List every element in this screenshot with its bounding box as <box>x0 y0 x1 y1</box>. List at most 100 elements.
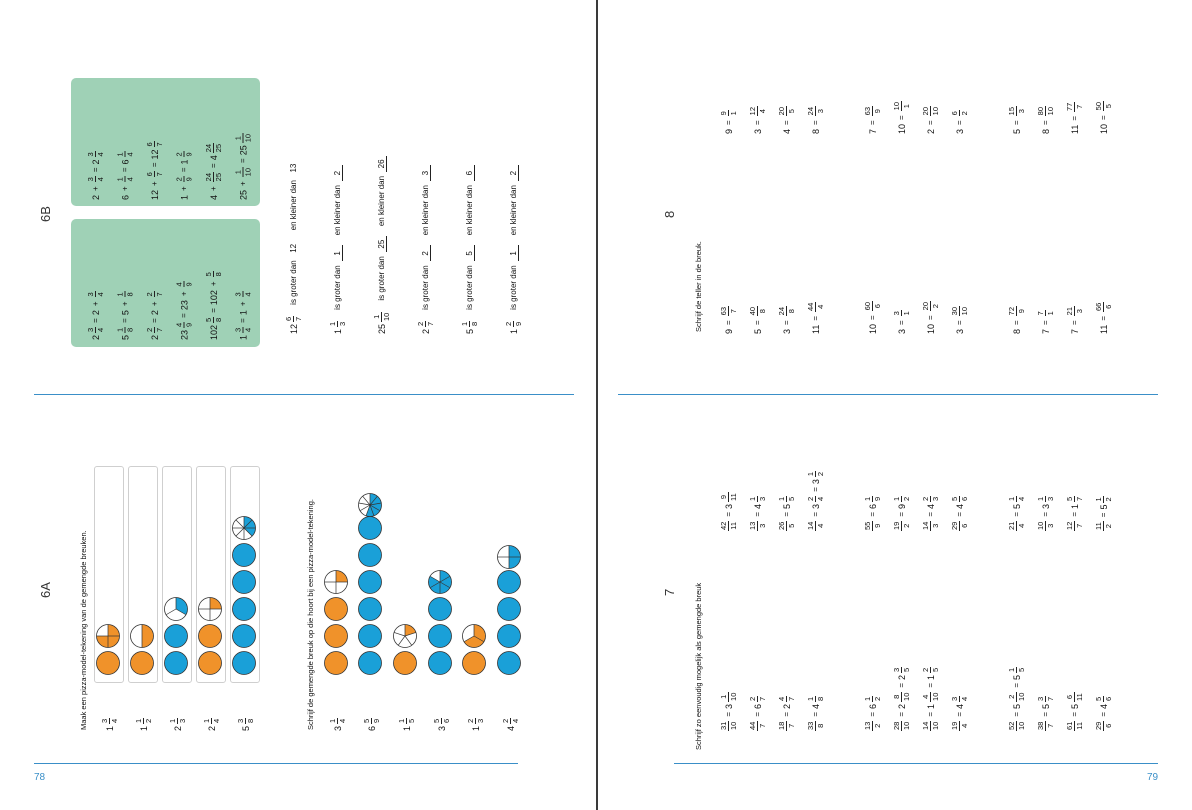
denominator: 9 <box>184 152 194 157</box>
conversion-line: 18 7 = 2 4 7 <box>777 695 796 732</box>
answer-lower: 1 <box>508 245 519 262</box>
pizza-circle <box>358 651 382 675</box>
fraction: 2 10 <box>1007 691 1026 702</box>
whole-number: 12 <box>288 323 299 334</box>
numerator: 6 <box>950 110 960 117</box>
numerator: 42 <box>719 520 729 531</box>
denominator: 10 <box>243 167 253 177</box>
numerator: 2 <box>921 495 931 502</box>
whole-number: 5 <box>781 503 792 509</box>
denominator: 1 <box>729 111 738 116</box>
numerator: 14 <box>921 720 931 731</box>
denominator: 5 <box>787 109 796 114</box>
numerator-line: 10 = 10 1 <box>892 100 911 134</box>
numerator: 5 <box>204 271 214 278</box>
numerator: 29 <box>950 520 960 531</box>
label-kleiner: en kleiner dan <box>509 185 518 236</box>
denominator: 1 <box>1046 311 1055 316</box>
numerator-line: 11 = 77 7 <box>1065 101 1084 134</box>
numerator-line: 11 = 66 6 <box>1094 301 1113 334</box>
numerator: 3 <box>86 151 96 158</box>
pizza-circle <box>358 624 382 648</box>
fraction: 12 4 <box>748 105 767 117</box>
whole-number: 4 <box>505 725 516 731</box>
whole-number: 4 <box>954 503 965 509</box>
whole-number: 6 <box>366 725 377 731</box>
numerator: 1 <box>863 495 873 502</box>
denominator: 10 <box>729 692 738 701</box>
operator: = <box>926 511 935 517</box>
pizza-circle <box>232 651 256 675</box>
fraction: 30 10 <box>950 305 969 317</box>
whole-number: 3 <box>810 503 821 509</box>
comparison-line: 12 6 7 is groter dan 12 en kleiner dan 13 <box>284 156 303 334</box>
denominator: 4 <box>125 177 135 182</box>
whole-number: 5 <box>1011 503 1022 509</box>
whole-number: 2 <box>896 674 907 680</box>
whole-number: 4 <box>208 194 219 200</box>
right-divider <box>618 394 1158 395</box>
fraction: 29 6 <box>950 520 969 531</box>
whole-number: 1 <box>508 328 519 334</box>
operator: = <box>782 511 791 517</box>
denominator: 3 <box>758 496 767 501</box>
numerator-line: 9 = 63 7 <box>719 305 738 334</box>
label-kleiner: en kleiner dan <box>377 175 386 227</box>
operator: + <box>91 301 100 307</box>
denominator: 8 <box>470 321 479 326</box>
denominator: 7 <box>758 696 767 701</box>
pizza-circle <box>358 597 382 621</box>
operator: = <box>926 120 935 125</box>
denominator: 8 <box>787 309 796 314</box>
denominator: 2 <box>931 304 940 309</box>
numerator: 3 <box>233 326 244 333</box>
numerator-line: 7 = 63 9 <box>863 105 882 134</box>
numerator: 1 <box>892 495 902 502</box>
numerator: 12 <box>748 105 758 117</box>
operator: = <box>1070 511 1079 517</box>
numerator: 5 <box>950 495 960 502</box>
numerator-line: 10 = 20 2 <box>921 300 940 334</box>
answer-lower: 1 <box>332 245 343 262</box>
equation-line: 4 +24 25 = 4 24 25 <box>204 142 223 200</box>
fraction: 19 4 <box>950 720 969 731</box>
whole-number: 6 <box>867 703 878 709</box>
numerator: 6 <box>145 171 155 178</box>
denominator: 7 <box>294 316 303 321</box>
denominator: 25 <box>214 172 223 182</box>
pizza-partial <box>198 597 222 621</box>
denominator: 6 <box>1104 723 1113 728</box>
numerator-line: 2 = 20 10 <box>921 105 940 134</box>
pizza-partial <box>130 624 154 648</box>
numerator-line: 10 = 50 5 <box>1094 100 1113 134</box>
numerator: 3 <box>86 326 96 333</box>
pizza-circle <box>130 651 154 675</box>
whole-number: 5 <box>1040 703 1051 709</box>
label-groter: is groter dan <box>333 265 342 310</box>
numerator: 44 <box>806 301 816 312</box>
numerator: 31 <box>719 720 729 731</box>
denominator: 8 <box>758 309 767 314</box>
whole-number: 9 <box>723 328 734 334</box>
numerator: 1 <box>115 326 126 333</box>
answer-box[interactable] <box>94 466 124 683</box>
numerator: 5 <box>1065 495 1075 502</box>
numerator: 24 <box>204 171 214 183</box>
numerator: 1 <box>1036 495 1046 502</box>
fraction: 38 7 <box>1036 720 1055 731</box>
operator: = <box>782 320 791 325</box>
answer-upper: 26 <box>376 155 387 172</box>
numerator: 24 <box>777 305 787 317</box>
denominator: 8 <box>125 327 135 332</box>
numerator: 1 <box>115 291 126 298</box>
operator: = <box>724 320 733 325</box>
